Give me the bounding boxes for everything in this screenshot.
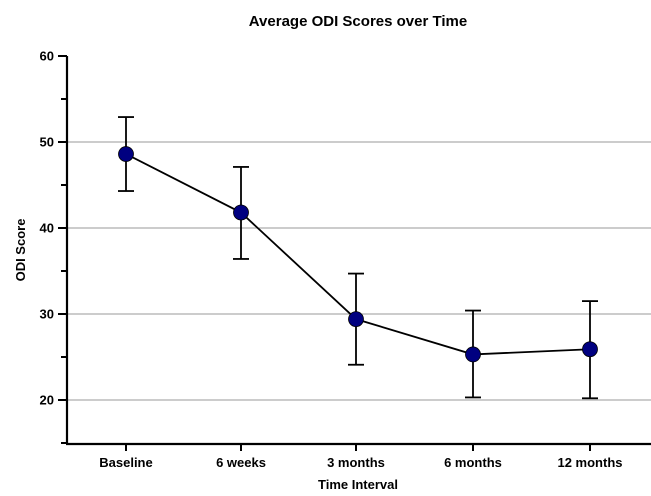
y-tick-label: 30 <box>40 307 54 322</box>
data-point <box>582 341 598 358</box>
x-tick-label: Baseline <box>99 455 152 470</box>
x-tick-label: 3 months <box>327 455 385 470</box>
x-tick-label: 6 months <box>444 455 502 470</box>
x-tick-label: 12 months <box>557 455 622 470</box>
chart-title: Average ODI Scores over Time <box>249 13 467 30</box>
data-point <box>348 311 364 328</box>
y-axis-ticks: 20 30 40 50 60 <box>40 49 67 444</box>
y-tick-label: 50 <box>40 135 54 150</box>
y-axis-label: ODI Score <box>13 219 28 282</box>
x-axis-ticks: Baseline 6 weeks 3 months 6 months 12 months <box>99 444 623 470</box>
data-point <box>118 146 134 162</box>
data-point <box>233 204 249 221</box>
x-tick-label: 6 weeks <box>216 455 266 470</box>
x-axis-label: Time Interval <box>318 477 398 492</box>
data-points <box>118 146 598 363</box>
gridlines <box>67 141 651 401</box>
data-point <box>465 346 481 363</box>
y-tick-label: 40 <box>40 221 54 236</box>
y-tick-label: 60 <box>40 49 54 64</box>
error-bars <box>118 116 598 400</box>
y-tick-label: 20 <box>40 393 54 408</box>
